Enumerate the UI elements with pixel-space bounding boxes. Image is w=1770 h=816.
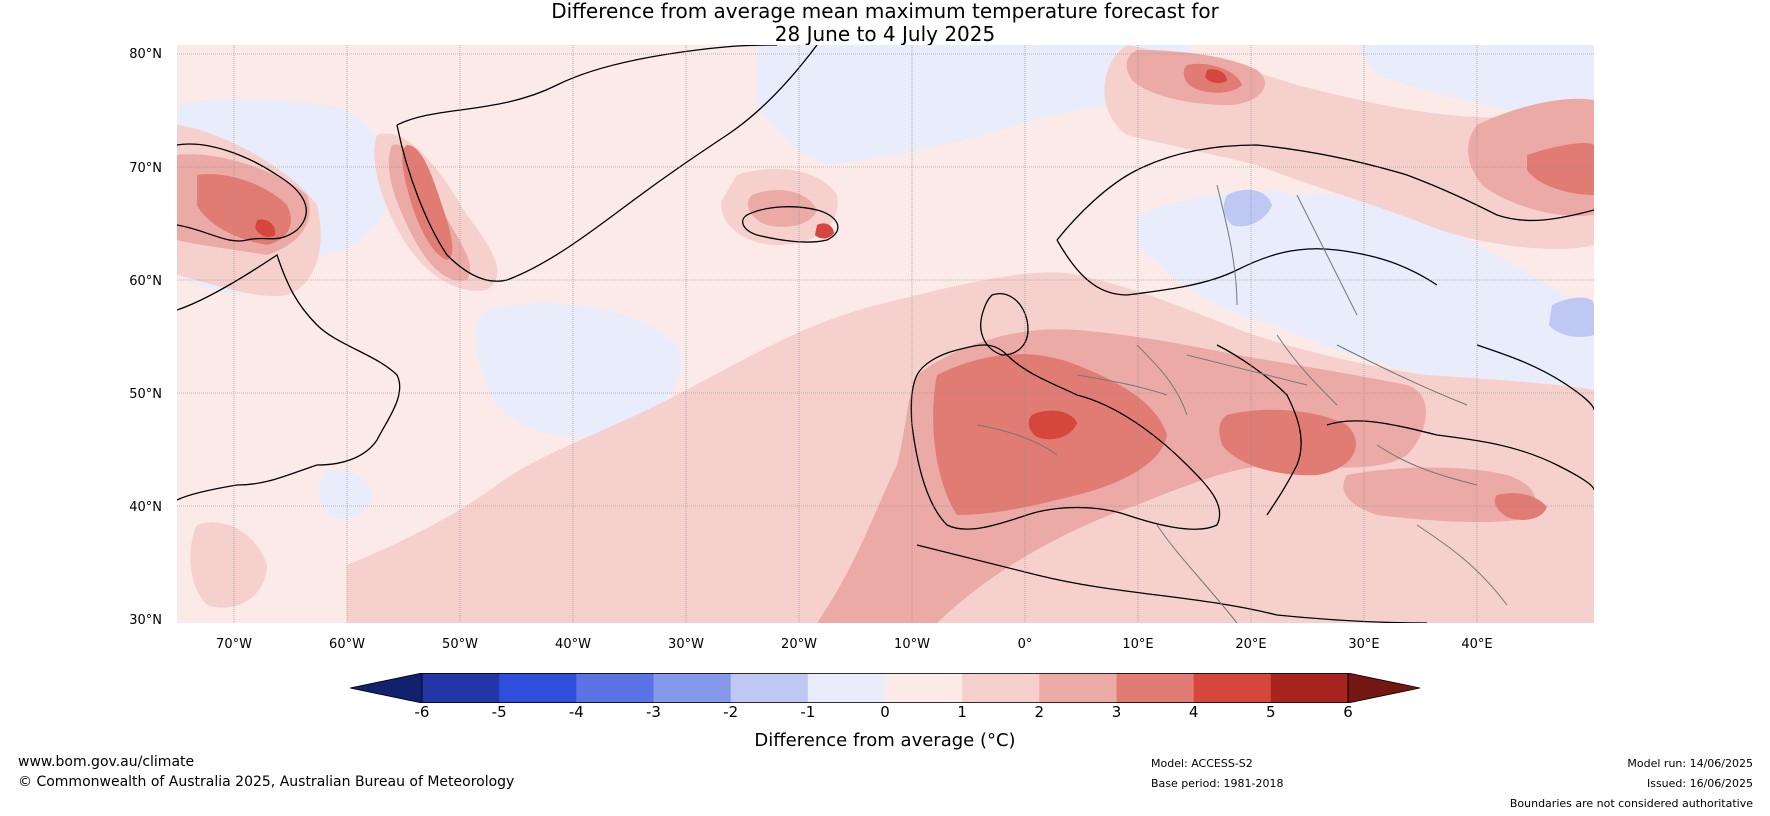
colorbar-bin <box>807 673 886 703</box>
colorbar-bin <box>576 673 654 703</box>
colorbar-extend-low <box>350 673 423 703</box>
colorbar-tick-label: 2 <box>1034 703 1045 721</box>
colorbar-bin <box>730 673 809 703</box>
copyright-text: © Commonwealth of Australia 2025, Austra… <box>18 774 515 790</box>
lat-axis: 80°N 70°N 60°N 50°N 40°N 30°N <box>100 0 162 640</box>
lat-label: 70°N <box>129 161 162 176</box>
graticule <box>177 45 1594 623</box>
colorbar-tick-label: 6 <box>1343 703 1353 721</box>
colorbar-label: Difference from average (°C) <box>754 730 1016 751</box>
lon-label: 40°E <box>1461 637 1493 652</box>
colorbar-frame <box>421 673 1349 703</box>
lon-label: 10°E <box>1122 637 1154 652</box>
country-borders <box>976 184 1508 623</box>
title-line-1: Difference from average mean maximum tem… <box>551 0 1219 23</box>
model-text: Model: ACCESS-S2 <box>1151 757 1253 770</box>
lat-label: 40°N <box>129 500 162 515</box>
colorbar-tick-label: -1 <box>800 703 816 721</box>
lon-label: 70°W <box>216 637 252 652</box>
colorbar-bin <box>422 673 500 703</box>
warm-anomaly-4-5 <box>255 69 1227 440</box>
website-link[interactable]: www.bom.gov.au/climate <box>18 754 195 770</box>
lon-label: 60°W <box>329 637 365 652</box>
lon-label: 20°W <box>781 637 817 652</box>
coastlines <box>177 45 1594 623</box>
map-title: Difference from average mean maximum tem… <box>0 0 1770 46</box>
map-panel <box>177 45 1594 623</box>
colorbar-bin <box>1116 673 1195 703</box>
colorbar-tick-label: 0 <box>880 703 890 721</box>
lat-label: 80°N <box>129 47 162 62</box>
lat-label: 60°N <box>129 274 162 289</box>
colorbar-tick-label: 5 <box>1266 703 1276 721</box>
colorbar-bin <box>885 673 963 703</box>
colorbar-bin <box>1270 673 1349 703</box>
colorbar-tick-label: 1 <box>957 703 967 721</box>
colorbar-tick-label: -6 <box>414 703 430 721</box>
model-run-text: Model run: 14/06/2025 <box>1627 757 1753 770</box>
colorbar-bin <box>499 673 577 703</box>
lon-label: 10°W <box>894 637 930 652</box>
lon-label: 30°E <box>1348 637 1380 652</box>
base-period-text: Base period: 1981-2018 <box>1151 777 1284 790</box>
colorbar-tick-label: -2 <box>723 703 739 721</box>
anomaly-map <box>177 45 1594 623</box>
lon-label: 50°W <box>442 637 478 652</box>
cool-anomaly-strong <box>1223 189 1594 337</box>
colorbar-tick-label: 4 <box>1188 703 1199 721</box>
colorbar-bin <box>1039 673 1117 703</box>
colorbar-bin <box>653 673 732 703</box>
lat-label: 50°N <box>129 387 162 402</box>
lon-label: 20°E <box>1235 637 1267 652</box>
colorbar-tick-label: -4 <box>568 703 584 721</box>
colorbar-tick-label: 3 <box>1111 703 1122 721</box>
colorbar <box>350 673 1420 703</box>
colorbar-bin <box>1193 673 1272 703</box>
lon-label: 30°W <box>668 637 704 652</box>
lon-label: 0° <box>1017 637 1033 652</box>
colorbar-tick-label: -3 <box>646 703 661 721</box>
colorbar-tick-label: -5 <box>491 703 507 721</box>
lon-label: 40°W <box>555 637 591 652</box>
issued-text: Issued: 16/06/2025 <box>1646 777 1753 790</box>
title-line-2: 28 June to 4 July 2025 <box>774 22 996 46</box>
lat-label: 30°N <box>129 613 162 628</box>
colorbar-bin <box>962 673 1040 703</box>
disclaimer-text: Boundaries are not considered authoritat… <box>1509 797 1753 810</box>
colorbar-extend-high <box>1347 673 1420 703</box>
